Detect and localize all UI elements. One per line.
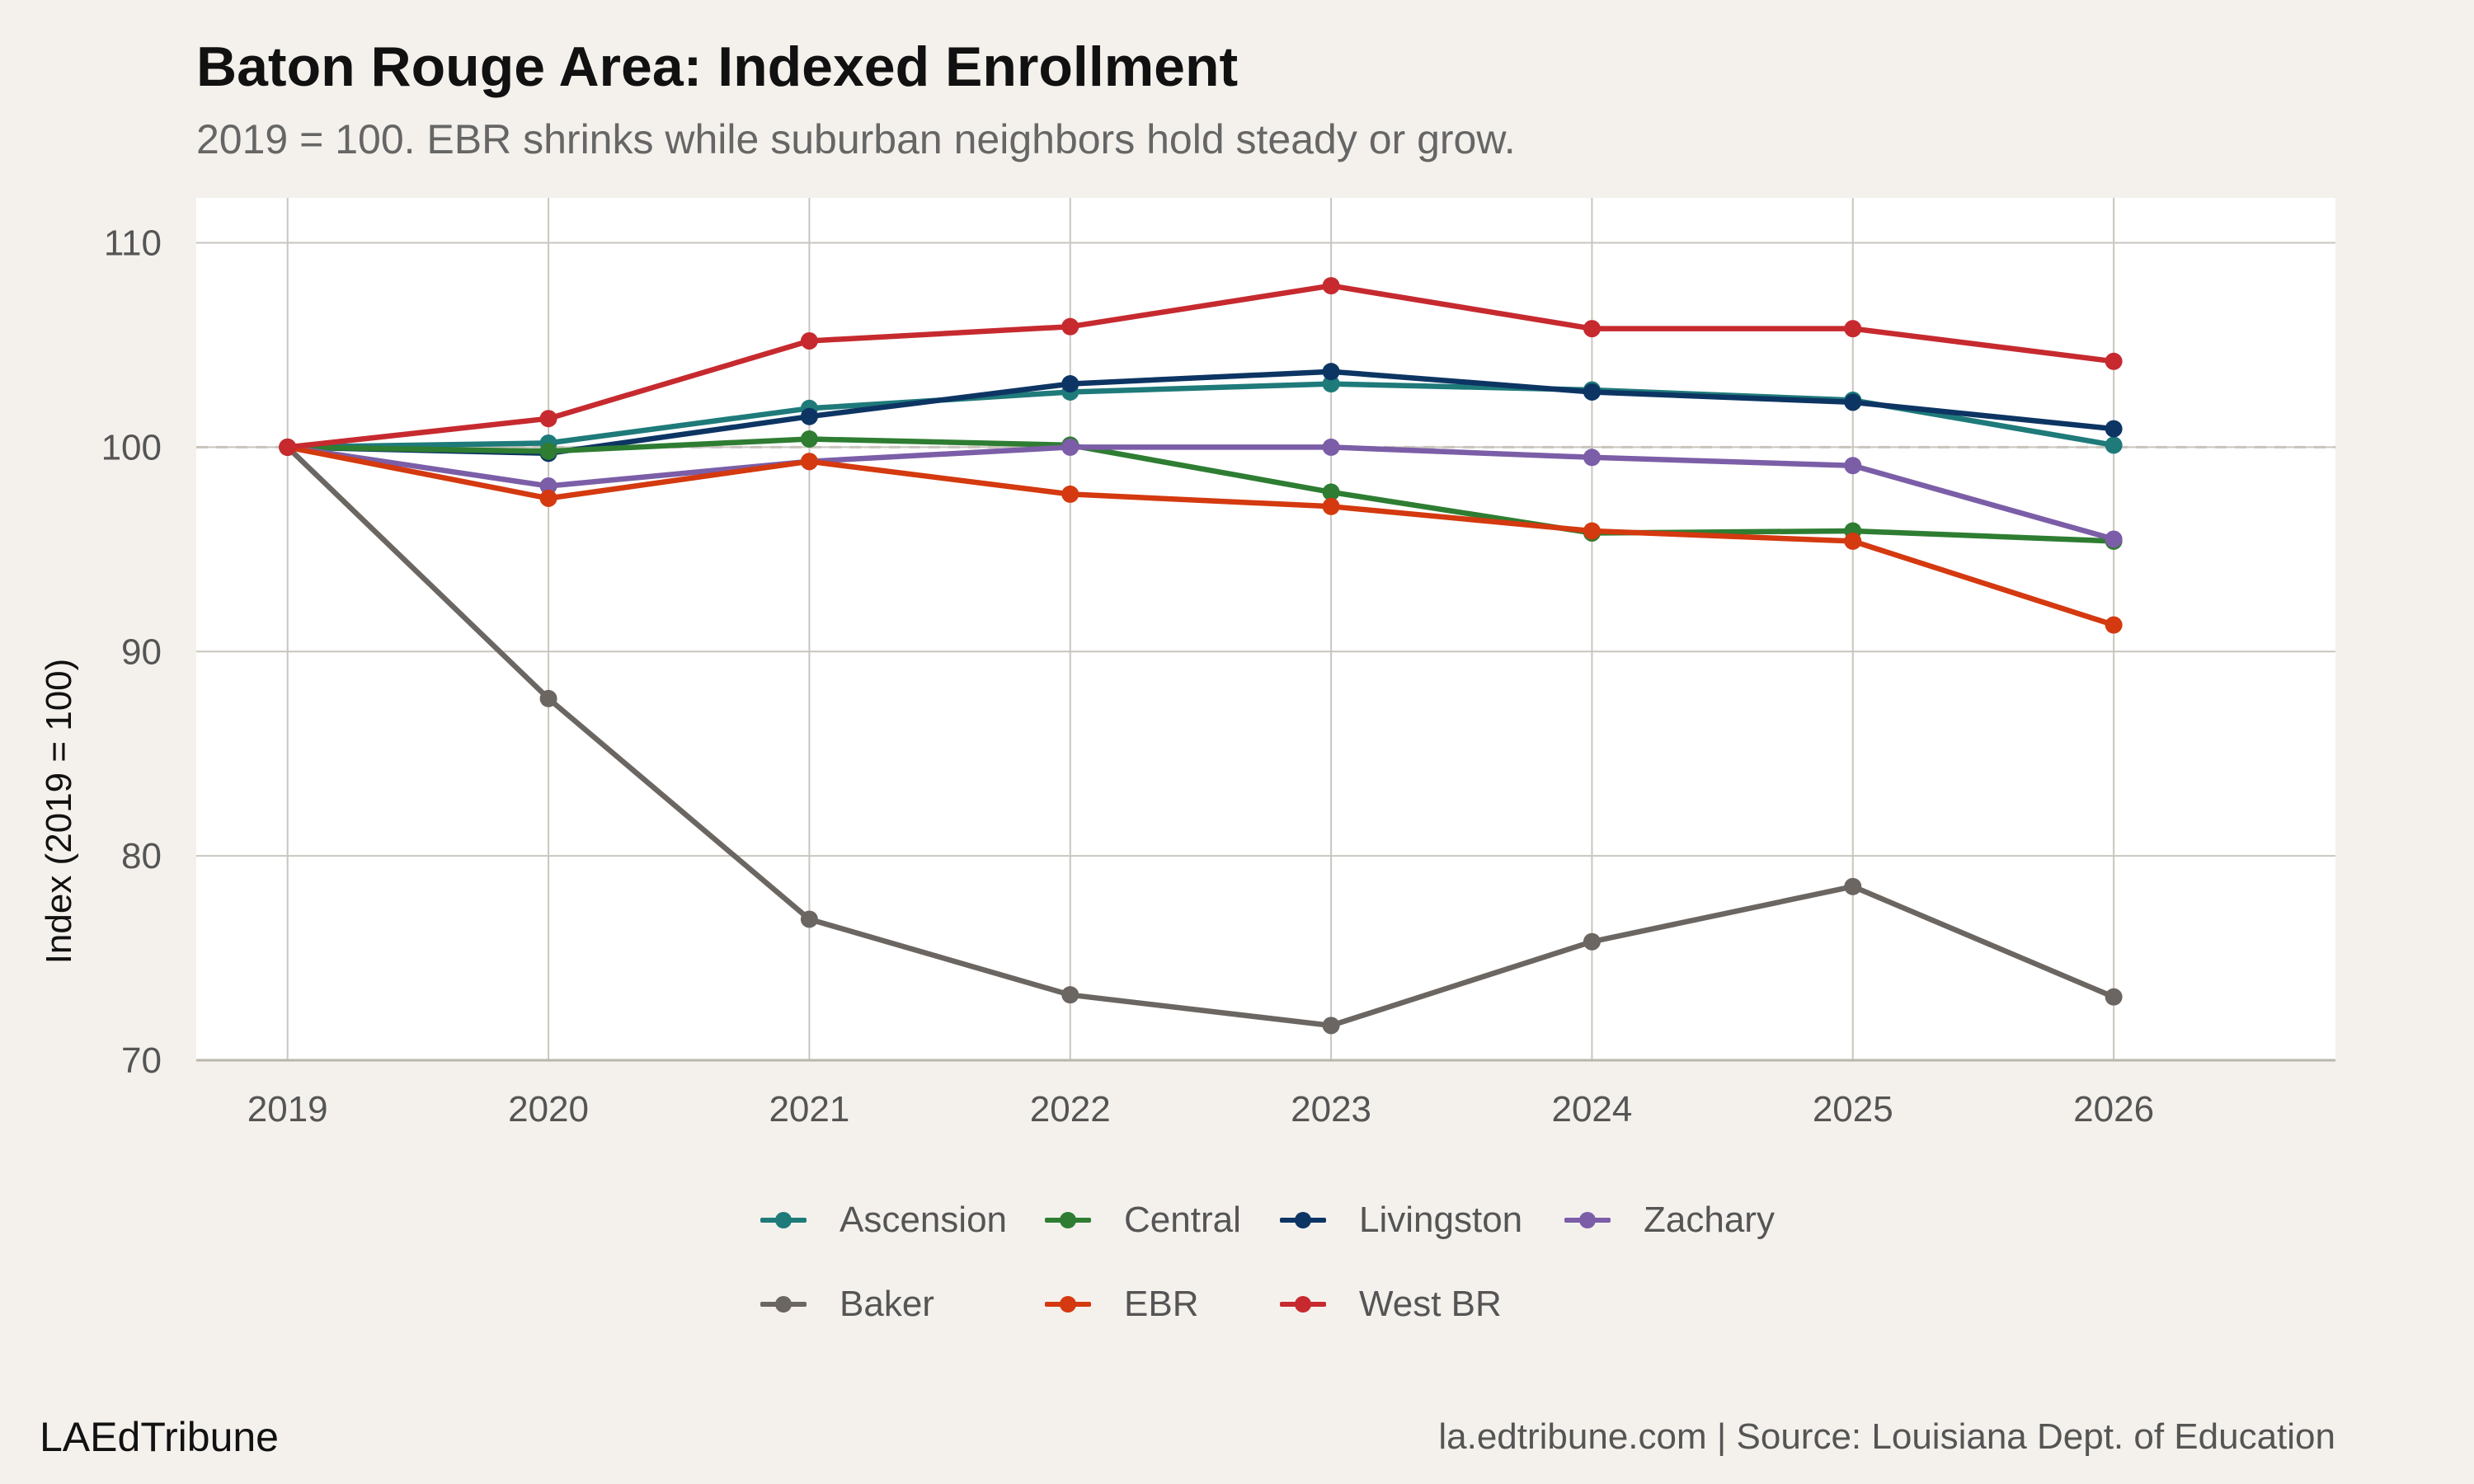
legend-label: Ascension [840, 1200, 1008, 1240]
legend-key-ascension [759, 1200, 808, 1241]
y-tick-label: 80 [121, 836, 162, 876]
data-point-zachary [1061, 438, 1079, 456]
data-point-ebr [1061, 485, 1079, 503]
series-line-zachary [285, 444, 2117, 542]
data-point-ebr [1583, 522, 1601, 540]
brand-logo-text: LAEdTribune [40, 1414, 279, 1460]
data-point-livingston [1844, 393, 1862, 411]
legend-key-zachary [1563, 1200, 1612, 1241]
data-point-zachary [1322, 438, 1340, 456]
legend-label: Livingston [1359, 1200, 1523, 1240]
legend-key-livingston [1278, 1200, 1328, 1241]
data-point-baker [1583, 932, 1601, 951]
chart-legend: Ascension Central Livingston Zachary Baker EB… [759, 1200, 1831, 1325]
data-point-baker [2105, 988, 2123, 1006]
data-point-west-br [1583, 320, 1601, 338]
y-tick-label: 90 [121, 632, 162, 672]
x-tick-label: 2024 [1551, 1089, 1632, 1129]
data-point-baker [800, 910, 818, 928]
data-point-west-br [800, 332, 818, 350]
data-point-baker [1322, 1017, 1340, 1035]
legend-item-ebr: EBR [1043, 1284, 1278, 1325]
x-tick-label: 2026 [2073, 1089, 2154, 1129]
x-tick-label: 2022 [1030, 1089, 1111, 1129]
data-point-west-br [1844, 320, 1862, 338]
x-tick-label: 2023 [1291, 1089, 1371, 1129]
data-point-livingston [1322, 363, 1340, 381]
legend-key-baker [759, 1284, 808, 1325]
data-point-baker [1061, 986, 1079, 1004]
data-point-ebr [1322, 497, 1340, 515]
series-line-ebr [285, 444, 2117, 628]
y-tick-label: 110 [104, 223, 162, 264]
legend-item-west-br: West BR [1278, 1284, 1563, 1325]
data-point-livingston [2105, 420, 2123, 438]
legend-key-central [1043, 1200, 1093, 1241]
legend-item-baker: Baker [759, 1284, 1043, 1325]
x-tick-label: 2025 [1813, 1089, 1893, 1129]
legend-label: EBR [1124, 1284, 1199, 1324]
chart-subtitle: 2019 = 100. EBR shrinks while suburban n… [196, 116, 1516, 162]
x-tick-label: 2019 [247, 1089, 328, 1129]
legend-key-ebr [1043, 1284, 1093, 1325]
plot-panel [196, 198, 2335, 1060]
data-point-central [1322, 483, 1340, 501]
data-point-west-br [1061, 317, 1079, 336]
legend-label: West BR [1359, 1284, 1502, 1324]
data-point-zachary [539, 477, 557, 495]
legend-key-west-br [1278, 1284, 1328, 1325]
chart-title: Baton Rouge Area: Indexed Enrollment [196, 35, 1239, 98]
legend-item-ascension: Ascension [759, 1200, 1043, 1241]
series-line-west-br [285, 283, 2117, 450]
data-point-ascension [1322, 375, 1340, 393]
data-point-ebr [2105, 616, 2123, 634]
data-point-livingston [1583, 383, 1601, 401]
data-point-west-br [279, 438, 297, 456]
data-point-livingston [800, 407, 818, 425]
y-tick-label: 70 [121, 1040, 162, 1081]
data-point-central [800, 430, 818, 448]
x-tick-label: 2021 [769, 1089, 849, 1129]
legend-label: Baker [840, 1284, 934, 1324]
data-point-west-br [1322, 277, 1340, 295]
data-point-west-br [2105, 352, 2123, 370]
y-tick-label: 100 [101, 427, 162, 467]
data-point-baker [1844, 877, 1862, 895]
data-point-zachary [1844, 457, 1862, 475]
data-point-ascension [2105, 436, 2123, 454]
source-note: la.edtribune.com | Source: Louisiana Dep… [1438, 1416, 2335, 1457]
legend-item-livingston: Livingston [1278, 1200, 1563, 1241]
legend-item-zachary: Zachary [1563, 1200, 1810, 1241]
data-point-ebr [800, 453, 818, 471]
data-point-baker [539, 689, 557, 707]
data-point-ebr [1844, 532, 1862, 550]
data-point-zachary [1583, 448, 1601, 467]
series-line-central [285, 436, 2117, 544]
legend-item-central: Central [1043, 1200, 1278, 1241]
series-line-baker [285, 444, 2117, 1029]
data-point-livingston [1061, 375, 1079, 393]
y-axis-label: Index (2019 = 100) [39, 658, 79, 965]
legend-label: Zachary [1644, 1200, 1775, 1240]
x-tick-label: 2020 [508, 1089, 589, 1129]
data-point-central [539, 442, 557, 460]
data-point-zachary [2105, 530, 2123, 548]
data-point-ebr [539, 489, 557, 507]
data-point-west-br [539, 410, 557, 428]
legend-label: Central [1124, 1200, 1241, 1240]
